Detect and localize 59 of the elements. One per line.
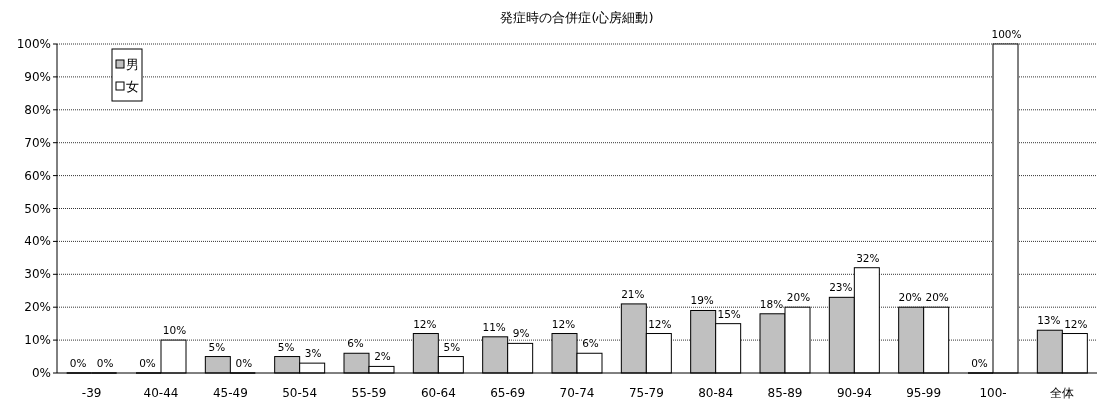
y-tick-label: 10%	[24, 333, 51, 348]
data-label: 12%	[551, 317, 576, 330]
data-label: 0%	[96, 357, 114, 369]
data-label: 15%	[717, 307, 741, 320]
x-tick-label: 全体	[1050, 386, 1075, 400]
data-label: 12%	[1064, 317, 1088, 330]
data-label: 3%	[304, 347, 322, 360]
y-tick-label: 30%	[24, 267, 51, 282]
legend-label: 男	[126, 57, 139, 72]
y-tick-label: 60%	[24, 168, 51, 183]
data-label: 19%	[690, 294, 714, 307]
data-label: 5%	[443, 340, 461, 353]
data-label: 12%	[648, 317, 672, 330]
data-label: 12%	[413, 317, 437, 330]
x-tick-label: 70-74	[559, 386, 595, 400]
x-tick-label: 65-69	[490, 386, 526, 400]
x-tick-label: 85-89	[767, 386, 803, 400]
y-tick-label: 90%	[24, 69, 51, 84]
data-label: 10%	[162, 324, 187, 337]
x-tick-label: 100-	[979, 386, 1007, 400]
data-label: 21%	[621, 287, 645, 300]
y-tick-label: 20%	[24, 300, 51, 315]
data-label: 20%	[786, 291, 811, 304]
y-tick-label: 100%	[16, 37, 51, 51]
x-tick-label: 95-99	[906, 386, 942, 400]
data-label: 0%	[139, 357, 156, 369]
data-label: 20%	[898, 291, 922, 304]
y-tick-label: 50%	[24, 201, 51, 216]
x-tick-label: 40-44	[143, 386, 179, 400]
data-label: 0%	[235, 357, 253, 369]
data-label: 6%	[582, 337, 599, 350]
x-tick-label: -39	[81, 386, 102, 400]
data-label: 0%	[971, 357, 988, 369]
data-label: 5%	[208, 340, 226, 353]
data-label: 18%	[759, 297, 784, 310]
x-tick-label: 80-84	[698, 386, 734, 400]
x-tick-label: 55-59	[351, 386, 387, 400]
data-label: 11%	[482, 320, 506, 333]
x-tick-label: 60-64	[420, 386, 456, 400]
legend-label: 女	[126, 79, 139, 94]
x-tick-label: 45-49	[212, 386, 248, 400]
data-label: 6%	[347, 337, 364, 350]
y-tick-label: 0%	[31, 366, 51, 380]
data-label: 5%	[277, 340, 295, 353]
data-label: 13%	[1037, 314, 1061, 327]
data-label: 0%	[69, 357, 87, 369]
data-label: 100%	[991, 28, 1022, 40]
x-tick-label: 50-54	[282, 386, 318, 400]
y-tick-label: 40%	[24, 234, 51, 249]
y-tick-label: 80%	[24, 102, 51, 117]
data-label: 2%	[374, 350, 391, 363]
x-tick-label: 90-94	[836, 386, 872, 400]
chart-title: 発症時の合併症(心房細動)	[500, 10, 654, 25]
y-tick-label: 70%	[24, 135, 51, 150]
data-label: 23%	[829, 281, 853, 294]
data-label: 32%	[856, 251, 880, 264]
x-tick-label: 75-79	[628, 386, 664, 400]
data-label: 9%	[512, 327, 530, 340]
data-label: 20%	[925, 291, 949, 304]
